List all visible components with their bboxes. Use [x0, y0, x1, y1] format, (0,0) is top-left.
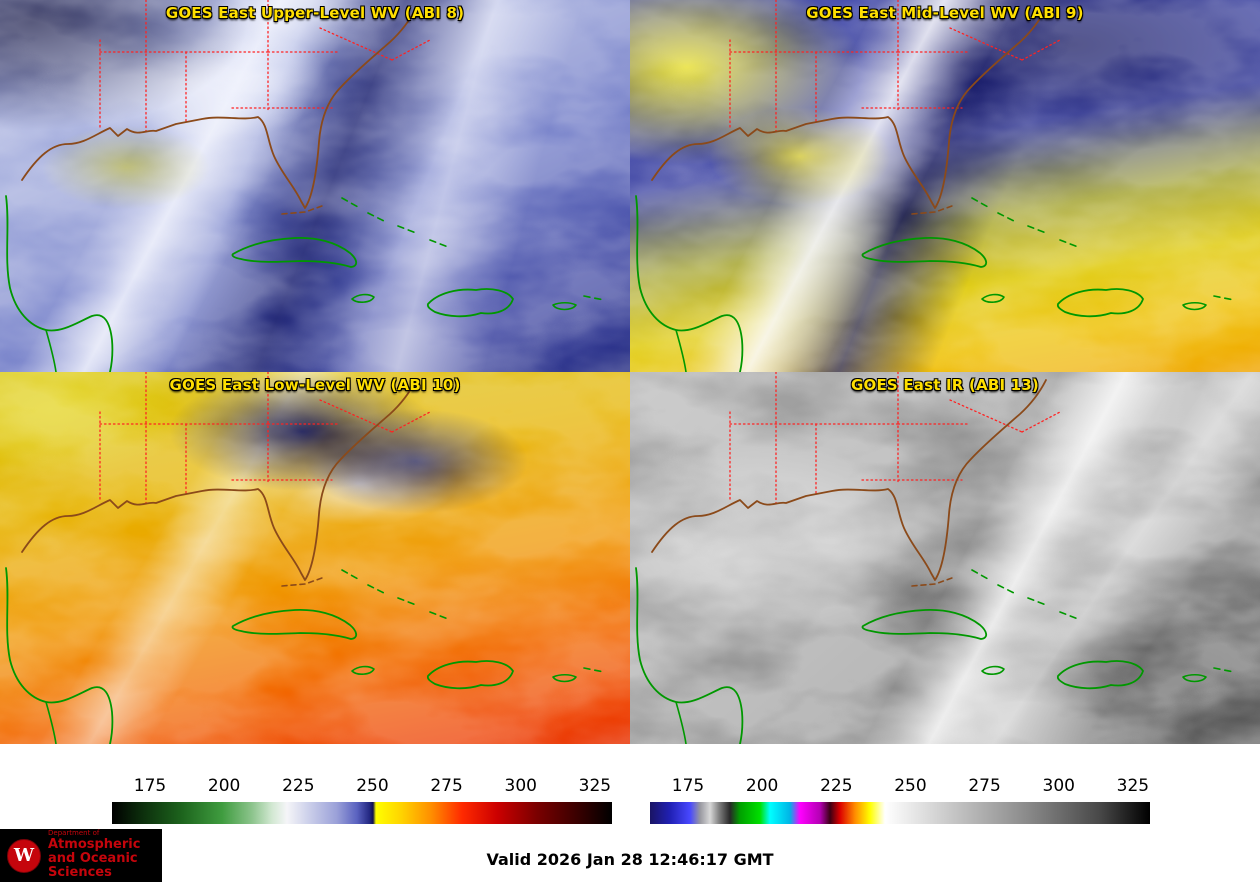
- wv-colorbar: [112, 802, 612, 824]
- uw-aos-logo: W Department of Atmospheric and Oceanic …: [0, 829, 162, 882]
- logo-text: Department of Atmospheric and Oceanic Sc…: [48, 830, 155, 881]
- colorbar-tick-label: 175: [133, 776, 167, 796]
- colorbar-footer: 175 200 225 250 275 300 325 175 200 225 …: [0, 744, 1260, 882]
- panel-low-level-wv: GOES East Low-Level WV (ABI 10): [0, 372, 630, 744]
- map-overlay: [630, 372, 1260, 744]
- ir-colorbar-ticks: 175 200 225 250 275 300 325: [650, 776, 1150, 802]
- logo-oceanic-sciences: and Oceanic Sciences: [48, 851, 138, 881]
- colorbar-tick-label: 250: [356, 776, 389, 796]
- colorbar-tick-label: 250: [894, 776, 927, 796]
- wv-colorbar-ticks: 175 200 225 250 275 300 325: [112, 776, 612, 802]
- uw-crest-icon: W: [7, 838, 41, 873]
- panel-ir: GOES East IR (ABI 13): [630, 372, 1260, 744]
- colorbar-tick-label: 275: [430, 776, 463, 796]
- logo-atmospheric: Atmospheric: [48, 836, 141, 852]
- colorbar-tick-label: 325: [1116, 776, 1150, 796]
- colorbar-tick-label: 275: [968, 776, 1001, 796]
- valid-time-label: Valid 2026 Jan 28 12:46:17 GMT: [486, 850, 774, 869]
- ir-colorbar: [650, 802, 1150, 824]
- colorbar-tick-label: 200: [745, 776, 779, 796]
- wv-colorbar-group: 175 200 225 250 275 300 325: [112, 776, 612, 824]
- colorbar-tick-label: 225: [820, 776, 853, 796]
- colorbar-tick-label: 300: [504, 776, 537, 796]
- map-overlay: [0, 372, 630, 744]
- colorbar-tick-label: 175: [671, 776, 705, 796]
- quad-panel-grid: GOES East Upper-Level WV (ABI 8) GOES Ea…: [0, 0, 1260, 744]
- colorbar-tick-label: 200: [207, 776, 241, 796]
- colorbar-tick-label: 325: [578, 776, 612, 796]
- map-overlay: [0, 0, 630, 372]
- panel-mid-level-wv: GOES East Mid-Level WV (ABI 9): [630, 0, 1260, 372]
- colorbar-tick-label: 300: [1042, 776, 1075, 796]
- colorbar-tick-label: 225: [282, 776, 315, 796]
- logo-department-of: Department of: [48, 829, 100, 838]
- panel-upper-level-wv: GOES East Upper-Level WV (ABI 8): [0, 0, 630, 372]
- map-overlay: [630, 0, 1260, 372]
- ir-colorbar-group: 175 200 225 250 275 300 325: [650, 776, 1150, 824]
